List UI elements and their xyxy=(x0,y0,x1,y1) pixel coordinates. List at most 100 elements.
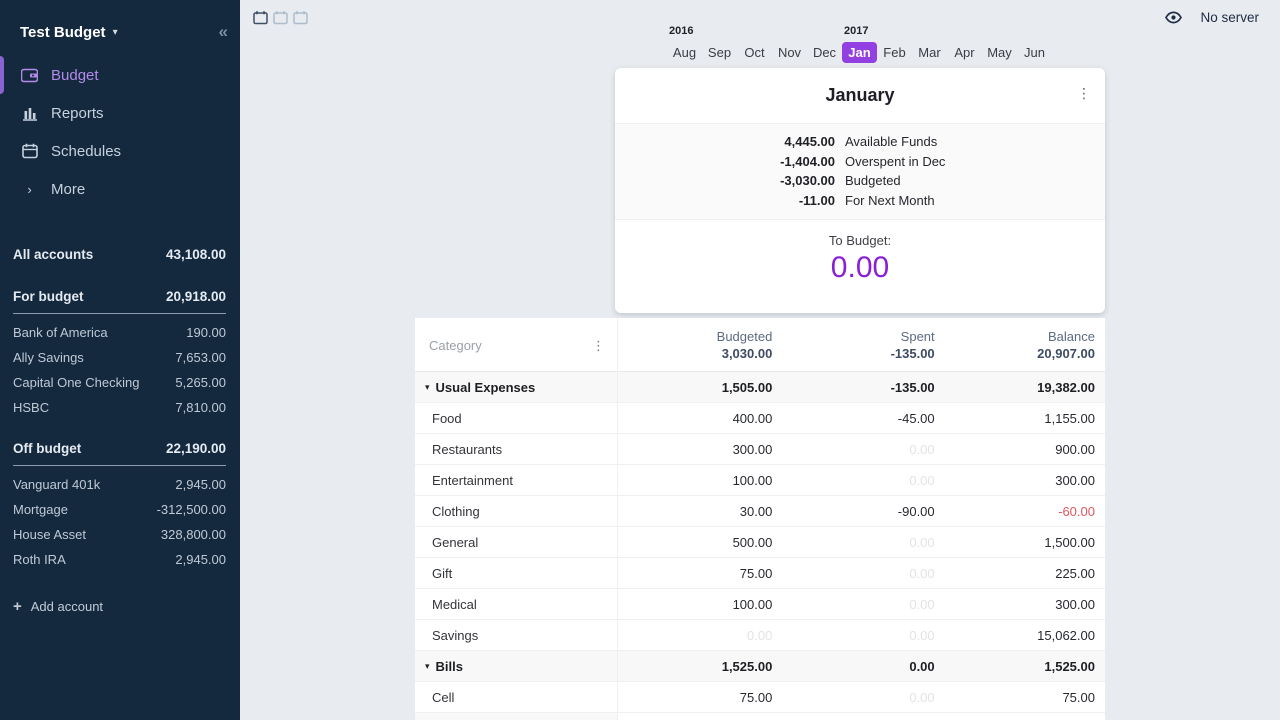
balance-cell[interactable]: 900.00 xyxy=(1055,442,1095,457)
category-name-cell[interactable]: Restaurants xyxy=(415,434,618,465)
privacy-eye-icon[interactable] xyxy=(1165,10,1183,25)
sidebar-item-schedules[interactable]: Schedules xyxy=(0,132,240,170)
account-row[interactable]: Vanguard 401k 2,945.00 xyxy=(13,472,226,497)
account-row[interactable]: Mortgage -312,500.00 xyxy=(13,497,226,522)
spent-cell[interactable]: 0.00 xyxy=(909,442,935,457)
spent-cell[interactable]: 0.00 xyxy=(909,566,935,581)
account-row[interactable]: HSBC 7,810.00 xyxy=(13,395,226,420)
month-cell-jun[interactable]: Jun xyxy=(1024,45,1045,60)
category-name-cell[interactable]: Clothing xyxy=(415,496,618,527)
account-group-header[interactable]: For budget 20,918.00 xyxy=(13,282,226,314)
group-name-cell[interactable]: ▾ Usual Expenses xyxy=(415,372,618,403)
server-status: No server xyxy=(1165,10,1259,25)
budgeted-cell[interactable]: 400.00 xyxy=(732,411,773,426)
account-group-value: 22,190.00 xyxy=(165,441,226,456)
all-accounts-row[interactable]: All accounts 43,108.00 xyxy=(13,241,226,268)
collapse-group-icon[interactable]: ▾ xyxy=(425,382,430,392)
spent-cell[interactable]: 0.00 xyxy=(909,535,935,550)
month-cell-oct[interactable]: Oct xyxy=(744,45,765,60)
balance-cell[interactable]: 19,382.00 xyxy=(1037,380,1095,395)
spent-cell[interactable]: 0.00 xyxy=(909,473,935,488)
budgeted-cell[interactable]: 30.00 xyxy=(739,504,773,519)
category-name-cell[interactable]: General xyxy=(415,527,618,558)
account-name: Bank of America xyxy=(13,325,108,340)
group-name-cell[interactable]: ▾ Bills xyxy=(415,651,618,682)
budget-switcher[interactable]: Test Budget ▾ xyxy=(20,24,118,41)
budgeted-cell[interactable]: 0.00 xyxy=(747,628,773,643)
sidebar-item-budget[interactable]: Budget xyxy=(0,56,240,94)
sidebar-item-reports[interactable]: Reports xyxy=(0,94,240,132)
account-row[interactable]: Capital One Checking 5,265.00 xyxy=(13,370,226,395)
category-menu-kebab-icon[interactable]: ⋮ xyxy=(592,337,605,353)
category-name-cell[interactable]: Food xyxy=(415,403,618,434)
budgeted-cell[interactable]: 75.00 xyxy=(739,690,773,705)
balance-cell[interactable]: 225.00 xyxy=(1055,566,1095,581)
account-name: Ally Savings xyxy=(13,350,84,365)
month-menu-kebab-icon[interactable]: ⋮ xyxy=(1077,85,1091,101)
category-header-label: Category xyxy=(429,337,482,353)
calendar-1-month-icon[interactable] xyxy=(253,10,268,25)
calendar-2-months-icon[interactable] xyxy=(273,10,288,25)
account-row[interactable]: Ally Savings 7,653.00 xyxy=(13,345,226,370)
budgeted-column-header[interactable]: Budgeted 3,030.00 xyxy=(618,328,780,362)
budgeted-cell[interactable]: 1,525.00 xyxy=(721,659,773,674)
month-cell-mar[interactable]: Mar xyxy=(918,45,941,60)
collapse-sidebar-button[interactable]: « xyxy=(218,22,229,41)
spent-cell[interactable]: 0.00 xyxy=(909,628,935,643)
sidebar-item-label: Reports xyxy=(51,104,104,122)
spent-cell[interactable]: -90.00 xyxy=(897,504,935,519)
budgeted-cell[interactable]: 300.00 xyxy=(732,442,773,457)
category-row: Medical 100.00 0.00 300.00 xyxy=(415,589,1105,620)
spent-cell[interactable]: -45.00 xyxy=(897,411,935,426)
summary-row: -3,030.00 Budgeted xyxy=(615,171,1105,191)
budgeted-cell[interactable]: 100.00 xyxy=(732,473,773,488)
sidebar-item-label: More xyxy=(51,180,86,198)
balance-cell[interactable]: 75.00 xyxy=(1062,690,1095,705)
month-cell-sep[interactable]: Sep xyxy=(707,45,732,60)
balance-cell[interactable]: 1,525.00 xyxy=(1044,659,1095,674)
row-label: Gift xyxy=(432,566,453,581)
balance-cell[interactable]: 300.00 xyxy=(1055,597,1095,612)
category-name-cell[interactable]: Medical xyxy=(415,589,618,620)
spent-cell[interactable]: 0.00 xyxy=(909,659,935,674)
balance-cell[interactable]: 15,062.00 xyxy=(1037,628,1095,643)
month-cell-nov[interactable]: Nov xyxy=(777,45,802,60)
balance-column-header[interactable]: Balance 20,907.00 xyxy=(943,328,1105,362)
spent-cell[interactable]: 0.00 xyxy=(909,597,935,612)
budgeted-cell[interactable]: 100.00 xyxy=(732,597,773,612)
sidebar-item-more[interactable]: › More xyxy=(0,170,240,208)
row-label: Clothing xyxy=(432,504,480,519)
spent-column-header[interactable]: Spent -135.00 xyxy=(780,328,942,362)
month-cell-feb[interactable]: Feb xyxy=(883,45,906,60)
budgeted-cell[interactable]: 500.00 xyxy=(732,535,773,550)
category-name-cell[interactable]: Gift xyxy=(415,558,618,589)
balance-cell[interactable]: 1,500.00 xyxy=(1044,535,1095,550)
balance-cell[interactable]: 1,155.00 xyxy=(1044,411,1095,426)
account-group-header[interactable]: Off budget 22,190.00 xyxy=(13,434,226,466)
month-cell-dec[interactable]: Dec xyxy=(812,45,837,60)
month-cell-may[interactable]: May xyxy=(987,45,1012,60)
add-account-button[interactable]: + Add account xyxy=(13,598,227,615)
account-row[interactable]: Roth IRA 2,945.00 xyxy=(13,547,226,572)
spent-cell[interactable]: 0.00 xyxy=(909,690,935,705)
category-name-cell[interactable]: Entertainment xyxy=(415,465,618,496)
spent-cell[interactable]: -135.00 xyxy=(890,380,935,395)
category-name-cell[interactable]: Savings xyxy=(415,620,618,651)
collapse-group-icon[interactable]: ▾ xyxy=(425,661,430,671)
row-label: Usual Expenses xyxy=(435,380,536,395)
balance-cell[interactable]: 300.00 xyxy=(1055,473,1095,488)
balance-cell[interactable]: -60.00 xyxy=(1058,504,1095,519)
budgeted-cell[interactable]: 75.00 xyxy=(739,566,773,581)
month-cell-jan[interactable]: Jan xyxy=(842,42,877,63)
summary-label: Overspent in Dec xyxy=(845,153,946,169)
account-name: Mortgage xyxy=(13,502,68,517)
to-budget-value[interactable]: 0.00 xyxy=(830,251,890,284)
account-row[interactable]: House Asset 328,800.00 xyxy=(13,522,226,547)
calendar-3-months-icon[interactable] xyxy=(293,10,308,25)
budgeted-cell[interactable]: 1,505.00 xyxy=(721,380,773,395)
server-status-label[interactable]: No server xyxy=(1200,10,1259,25)
month-cell-aug[interactable]: Aug xyxy=(672,45,697,60)
month-cell-apr[interactable]: Apr xyxy=(954,45,975,60)
category-name-cell[interactable]: Cell xyxy=(415,682,618,713)
account-row[interactable]: Bank of America 190.00 xyxy=(13,320,226,345)
